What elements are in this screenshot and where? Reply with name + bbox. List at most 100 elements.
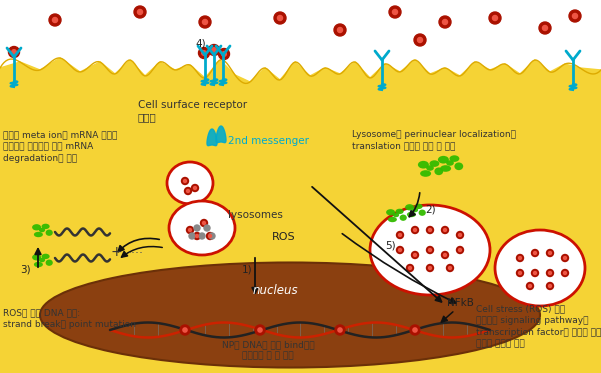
- Circle shape: [427, 226, 433, 233]
- Circle shape: [255, 325, 265, 335]
- Ellipse shape: [450, 155, 459, 162]
- Ellipse shape: [495, 230, 585, 306]
- Ellipse shape: [41, 224, 50, 229]
- Text: +: +: [110, 245, 122, 259]
- Circle shape: [412, 226, 418, 233]
- Circle shape: [397, 232, 403, 238]
- Text: ROS: ROS: [272, 232, 296, 242]
- Circle shape: [489, 12, 501, 24]
- Circle shape: [138, 9, 142, 15]
- Circle shape: [409, 266, 412, 270]
- Ellipse shape: [169, 201, 235, 255]
- Ellipse shape: [393, 213, 399, 217]
- Circle shape: [413, 254, 416, 257]
- Circle shape: [392, 9, 397, 15]
- Circle shape: [444, 229, 447, 232]
- Circle shape: [516, 270, 523, 276]
- Polygon shape: [207, 129, 217, 146]
- Circle shape: [457, 232, 463, 238]
- Text: nucleus: nucleus: [252, 285, 298, 298]
- Circle shape: [412, 251, 418, 258]
- Circle shape: [209, 233, 215, 239]
- Circle shape: [429, 229, 432, 232]
- Circle shape: [534, 251, 537, 254]
- Circle shape: [192, 185, 198, 191]
- Circle shape: [447, 264, 454, 272]
- Circle shape: [459, 233, 462, 236]
- Circle shape: [278, 16, 282, 21]
- Circle shape: [398, 233, 401, 236]
- Circle shape: [564, 272, 567, 275]
- Circle shape: [195, 235, 198, 238]
- Text: 1): 1): [242, 264, 252, 274]
- Circle shape: [539, 22, 551, 34]
- Polygon shape: [0, 58, 601, 373]
- Ellipse shape: [446, 160, 454, 166]
- Circle shape: [516, 254, 523, 261]
- Ellipse shape: [40, 263, 540, 367]
- Circle shape: [519, 272, 522, 275]
- Ellipse shape: [405, 204, 414, 210]
- Circle shape: [183, 179, 186, 182]
- Circle shape: [442, 251, 448, 258]
- Circle shape: [406, 264, 413, 272]
- Circle shape: [519, 257, 522, 260]
- Circle shape: [274, 12, 286, 24]
- Circle shape: [338, 328, 342, 332]
- Circle shape: [209, 235, 212, 238]
- Circle shape: [209, 44, 219, 56]
- Circle shape: [561, 254, 569, 261]
- Circle shape: [397, 247, 403, 254]
- Ellipse shape: [46, 229, 53, 236]
- Circle shape: [398, 248, 401, 251]
- Text: 2nd messenger: 2nd messenger: [228, 136, 309, 146]
- Circle shape: [194, 225, 200, 231]
- Circle shape: [186, 189, 189, 192]
- Circle shape: [457, 247, 463, 254]
- Circle shape: [429, 248, 432, 251]
- Ellipse shape: [34, 262, 43, 267]
- Circle shape: [418, 37, 423, 43]
- Circle shape: [52, 18, 58, 22]
- Ellipse shape: [370, 205, 490, 295]
- Ellipse shape: [407, 212, 416, 217]
- Circle shape: [201, 219, 207, 226]
- Circle shape: [546, 282, 554, 289]
- Text: NP는 DNA에 직접 bind하여
상호작용 할 수 있음: NP는 DNA에 직접 bind하여 상호작용 할 수 있음: [222, 340, 314, 361]
- Circle shape: [549, 285, 552, 288]
- Circle shape: [413, 229, 416, 232]
- Circle shape: [222, 52, 227, 56]
- Ellipse shape: [418, 161, 429, 169]
- Circle shape: [549, 251, 552, 254]
- Circle shape: [389, 6, 401, 18]
- Circle shape: [459, 248, 462, 251]
- Text: 분리된 meta ion이 mRNA 안정화
단백질을 방해하여 빠른 mRNA
degradation을 유도: 분리된 meta ion이 mRNA 안정화 단백질을 방해하여 빠른 mRNA…: [3, 130, 117, 163]
- Circle shape: [202, 51, 206, 55]
- Text: 5): 5): [385, 240, 395, 250]
- Circle shape: [531, 270, 538, 276]
- Circle shape: [427, 264, 433, 272]
- Circle shape: [199, 233, 205, 239]
- Circle shape: [414, 34, 426, 46]
- Ellipse shape: [167, 162, 213, 204]
- Ellipse shape: [395, 209, 404, 214]
- Circle shape: [194, 186, 197, 189]
- Ellipse shape: [415, 204, 423, 209]
- Circle shape: [546, 250, 554, 257]
- Ellipse shape: [34, 232, 43, 237]
- Text: NFkB: NFkB: [447, 298, 474, 308]
- Circle shape: [442, 226, 448, 233]
- Circle shape: [204, 225, 210, 231]
- Circle shape: [186, 226, 194, 233]
- Circle shape: [203, 222, 206, 225]
- Circle shape: [444, 254, 447, 257]
- Ellipse shape: [426, 165, 434, 171]
- Circle shape: [564, 257, 567, 260]
- Text: 3): 3): [20, 264, 31, 274]
- Ellipse shape: [388, 217, 397, 222]
- Circle shape: [429, 266, 432, 270]
- Circle shape: [526, 282, 534, 289]
- Circle shape: [258, 328, 262, 332]
- Circle shape: [442, 19, 448, 25]
- Circle shape: [448, 266, 451, 270]
